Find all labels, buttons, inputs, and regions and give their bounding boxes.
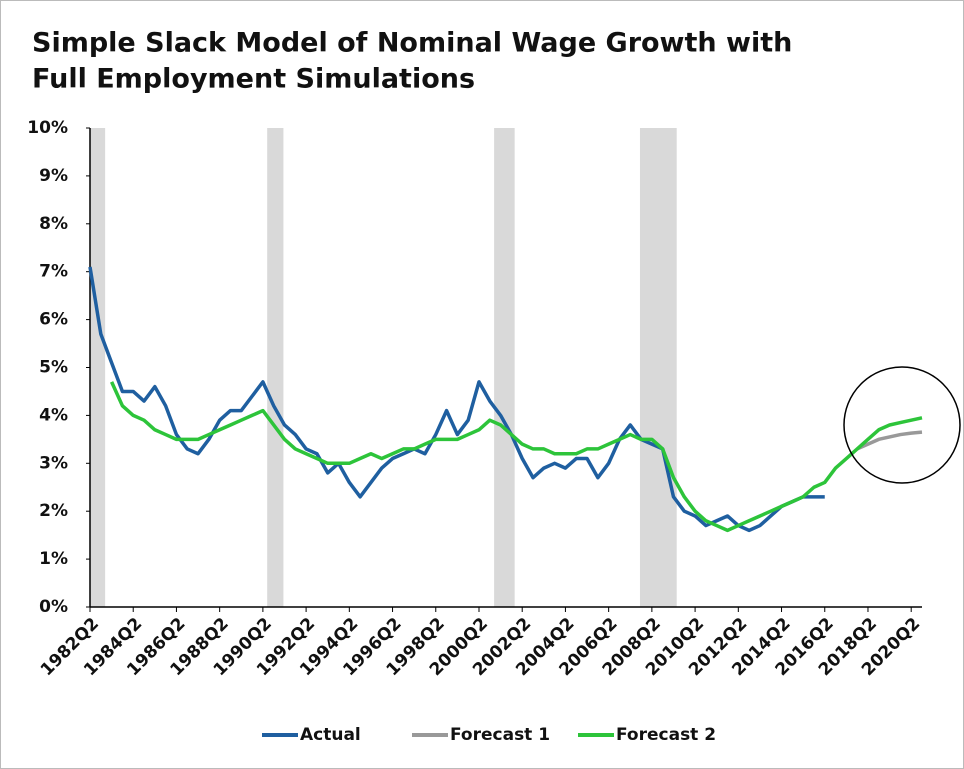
chart-title: Full Employment Simulations <box>32 64 475 95</box>
series-line <box>110 381 923 533</box>
y-tick-label: 7% <box>39 262 68 282</box>
y-tick-label: 0% <box>39 597 68 617</box>
annotation-circle <box>843 366 961 484</box>
recession-band <box>267 128 284 607</box>
chart-title: Simple Slack Model of Nominal Wage Growt… <box>32 28 792 59</box>
legend-label: Actual <box>300 725 361 745</box>
y-tick-label: 2% <box>39 501 68 521</box>
y-tick-label: 10% <box>27 118 68 138</box>
y-tick-label: 5% <box>39 358 68 378</box>
recession-band <box>639 128 677 607</box>
y-tick-label: 6% <box>39 310 68 330</box>
legend-label: Forecast 1 <box>450 725 550 745</box>
y-tick-label: 1% <box>39 549 68 569</box>
legend-label: Forecast 2 <box>616 725 716 745</box>
y-tick-label: 8% <box>39 214 68 234</box>
recession-band <box>90 128 106 607</box>
recession-band <box>494 128 515 607</box>
y-tick-label: 4% <box>39 405 68 425</box>
series-line <box>856 430 923 451</box>
y-tick-label: 3% <box>39 453 68 473</box>
y-tick-label: 9% <box>39 166 68 186</box>
